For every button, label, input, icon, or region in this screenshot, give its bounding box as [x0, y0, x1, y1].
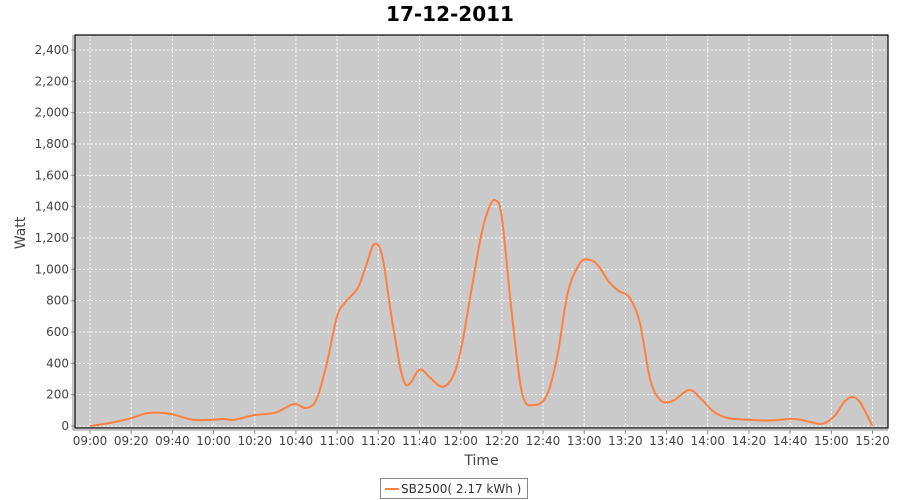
x-tick-label: 12:20: [485, 434, 520, 448]
y-tick-label: 400: [46, 356, 69, 370]
y-tick-label: 1,600: [35, 168, 69, 182]
x-tick-label: 12:40: [526, 434, 561, 448]
x-tick-label: 10:40: [279, 434, 314, 448]
y-tick-label: 1,200: [35, 231, 69, 245]
legend-label: SB2500( 2.17 kWh ): [401, 481, 522, 496]
x-tick-label: 14:20: [732, 434, 767, 448]
y-tick-label: 200: [46, 388, 69, 402]
x-tick-label: 11:00: [320, 434, 355, 448]
y-tick-label: 2,200: [35, 74, 69, 88]
x-tick-label: 13:20: [608, 434, 643, 448]
x-tick-label: 13:40: [649, 434, 684, 448]
y-tick-label: 1,400: [35, 200, 69, 214]
x-tick-label: 13:00: [567, 434, 602, 448]
x-tick-label: 09:40: [155, 434, 190, 448]
x-tick-label: 11:40: [402, 434, 437, 448]
y-tick-label: 1,000: [35, 262, 69, 276]
y-tick-label: 2,400: [35, 43, 69, 57]
x-tick-label: 14:00: [690, 434, 725, 448]
chart-title: 17-12-2011: [386, 2, 514, 26]
x-tick-label: 15:00: [814, 434, 849, 448]
x-tick-label: 10:20: [237, 434, 272, 448]
x-tick-label: 10:00: [196, 434, 231, 448]
x-tick-label: 09:00: [73, 434, 108, 448]
legend: SB2500( 2.17 kWh ): [380, 478, 529, 499]
y-tick-label: 2,000: [35, 106, 69, 120]
x-tick-label: 15:20: [855, 434, 890, 448]
y-tick-label: 600: [46, 325, 69, 339]
y-tick-label: 0: [61, 419, 69, 433]
y-tick-label: 800: [46, 294, 69, 308]
x-tick-label: 11:20: [361, 434, 396, 448]
x-tick-label: 09:20: [114, 434, 149, 448]
y-tick-label: 1,800: [35, 137, 69, 151]
y-axis-label: Watt: [13, 216, 29, 249]
x-axis-label: Time: [463, 453, 498, 469]
x-tick-label: 14:40: [773, 434, 808, 448]
legend-swatch: [385, 487, 399, 490]
plot-border: [74, 34, 889, 429]
x-tick-label: 12:00: [443, 434, 478, 448]
